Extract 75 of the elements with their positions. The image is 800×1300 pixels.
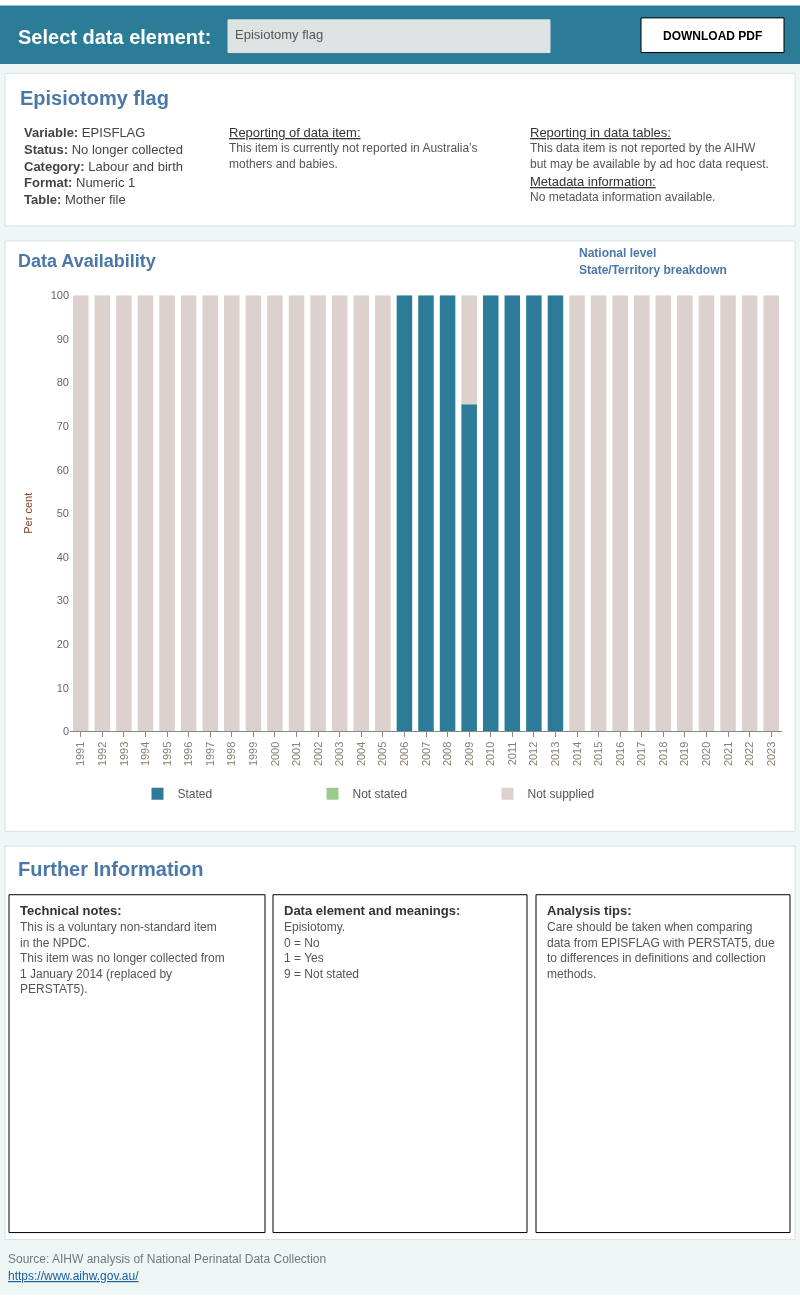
- text: Data element and meanings:: [284, 903, 461, 918]
- x-tick-label: 1999: [246, 741, 259, 767]
- text: Status: No longer collected: [24, 142, 183, 157]
- source-note: Source: AIHW analysis of National Perinatal Data Collection: [8, 1252, 327, 1266]
- x-tick-label: 2018: [656, 741, 669, 767]
- x-tick-label: 2011: [505, 741, 518, 766]
- y-tick-label: 10: [56, 681, 69, 694]
- y-tick-label: 100: [50, 289, 69, 302]
- x-tick-label: 2012: [527, 741, 540, 767]
- text: Analysis tips:: [547, 903, 632, 918]
- x-tick-label: 1995: [160, 741, 173, 767]
- x-tick-label: 1996: [182, 741, 195, 767]
- text: National level: [579, 246, 657, 260]
- legend-label: Stated: [177, 787, 213, 802]
- y-tick-label: 80: [56, 376, 69, 389]
- x-tick-label: 2004: [354, 741, 367, 767]
- text: Episiotomy flag: [235, 27, 324, 42]
- x-tick-label: 1994: [139, 741, 152, 767]
- x-tick-label: 2003: [333, 741, 346, 767]
- legend-label: Not stated: [352, 787, 408, 802]
- text: https://www.aihw.gov.au/: [8, 1269, 140, 1283]
- text: Further Information: [18, 858, 204, 880]
- x-tick-label: 2006: [398, 741, 410, 767]
- text: Category: Labour and birth: [24, 159, 183, 174]
- text: Variable: EPISFLAG: [24, 125, 146, 140]
- text: This item is currently not reported in Australia’s mothers and babies.: [229, 141, 478, 171]
- x-tick-label: 2019: [678, 741, 691, 767]
- x-tick-label: 2023: [764, 741, 777, 767]
- x-tick-label: 1998: [225, 741, 238, 767]
- text: Care should be taken when comparing data from EPISFLAG with PERSTAT5, due to differences in definitions and collection methods.: [547, 920, 775, 981]
- text: Format: Numeric 1: [24, 175, 136, 190]
- x-tick-label: 2008: [441, 741, 454, 767]
- text: Select data element:: [18, 26, 212, 48]
- text: Table: Mother file: [24, 192, 126, 207]
- x-tick-label: 2014: [570, 741, 583, 767]
- x-tick-label: 1993: [117, 741, 130, 767]
- x-tick-label: 2001: [290, 741, 303, 767]
- x-tick-label: 2010: [484, 741, 497, 767]
- y-tick-label: 30: [56, 594, 69, 607]
- y-tick-label: 40: [56, 550, 69, 563]
- x-tick-label: 1991: [74, 741, 87, 767]
- text: Episiotomy. 0 = No 1 = Yes 9 = Not stated: [284, 920, 360, 981]
- x-tick-label: 1992: [95, 741, 108, 767]
- text: Technical notes:: [20, 903, 122, 918]
- text: No metadata information available.: [530, 190, 716, 204]
- x-tick-label: 2009: [462, 741, 475, 767]
- legend-label: Not supplied: [527, 787, 595, 802]
- y-tick-label: 0: [62, 725, 69, 738]
- x-tick-label: 2022: [743, 741, 756, 767]
- x-tick-label: 2013: [549, 741, 562, 767]
- y-tick-label: 70: [56, 419, 69, 432]
- y-tick-label: 60: [56, 463, 69, 476]
- text: This is a voluntary non-standard item in the NPDC. This item was no longer collected from 1 January 2014 (replaced by PERSTAT5).: [20, 920, 225, 997]
- chart-title: Data Availability: [18, 251, 156, 271]
- text: This data item is not reported by the AIHW but may be available by ad hoc data request.: [530, 141, 769, 171]
- text: Reporting in data tables:: [530, 125, 671, 140]
- x-tick-label: 2002: [311, 741, 324, 767]
- x-tick-label: 2007: [419, 741, 432, 767]
- text: Episiotomy flag: [20, 87, 169, 109]
- text: DOWNLOAD PDF: [663, 29, 763, 43]
- x-tick-label: 2016: [613, 741, 626, 767]
- text: Metadata information:: [530, 174, 656, 189]
- x-tick-label: 1997: [203, 741, 216, 767]
- text: Reporting of data item:: [229, 125, 361, 140]
- x-tick-label: 2000: [268, 741, 281, 767]
- x-tick-label: 2005: [376, 741, 389, 767]
- y-tick-label: 50: [56, 507, 69, 520]
- x-tick-label: 2021: [721, 741, 734, 767]
- text: State/Territory breakdown: [579, 263, 727, 277]
- x-tick-label: 2017: [635, 741, 648, 767]
- y-tick-label: 90: [56, 332, 69, 345]
- x-tick-label: 2015: [592, 741, 605, 767]
- y-axis-title: Per cent: [22, 492, 35, 534]
- x-tick-label: 2020: [700, 741, 713, 767]
- y-tick-label: 20: [56, 637, 69, 650]
